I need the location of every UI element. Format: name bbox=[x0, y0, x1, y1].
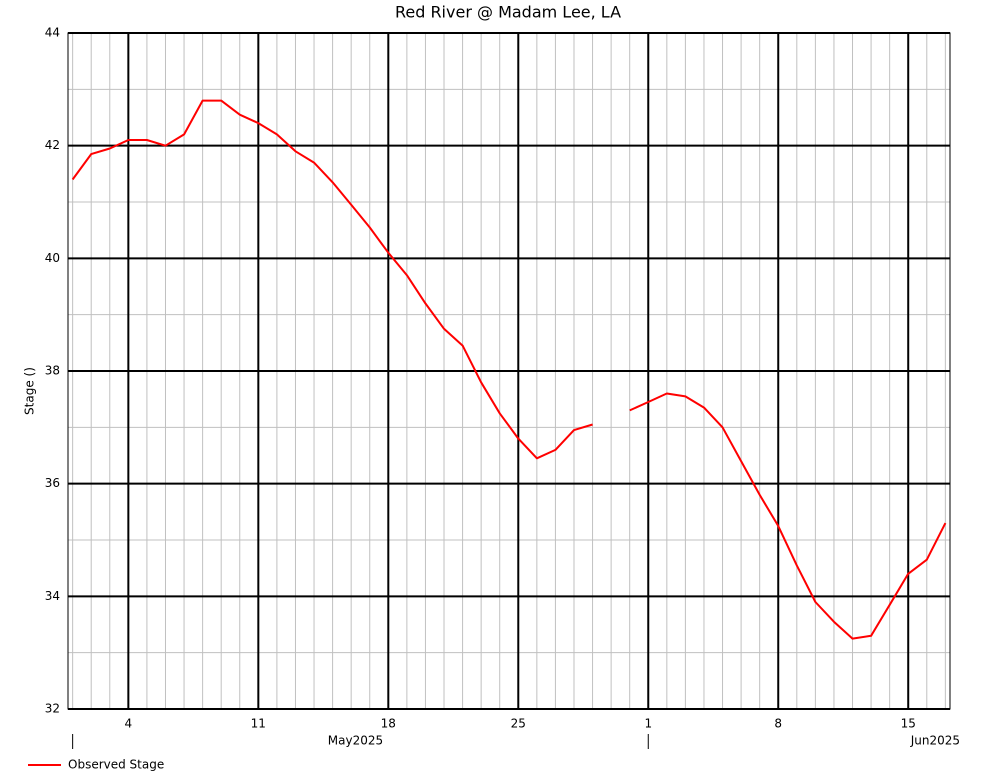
month-label: May2025 bbox=[328, 734, 383, 748]
x-tick-label: 11 bbox=[251, 717, 266, 731]
month-label: Jun2025 bbox=[910, 734, 960, 748]
y-tick-label: 32 bbox=[45, 702, 60, 716]
line-series bbox=[71, 99, 947, 640]
y-tick-label: 36 bbox=[45, 476, 60, 490]
y-tick-label: 38 bbox=[45, 364, 60, 378]
y-tick-label: 42 bbox=[45, 138, 60, 152]
y-tick-label: 40 bbox=[45, 251, 60, 265]
x-tick-label: 18 bbox=[381, 717, 396, 731]
legend-label: Observed Stage bbox=[68, 758, 164, 772]
y-tick-label: 44 bbox=[45, 26, 60, 40]
y-tick-label: 34 bbox=[45, 589, 60, 603]
y-axis-label: Stage () bbox=[23, 367, 37, 415]
x-tick-label: 15 bbox=[901, 717, 916, 731]
x-tick-label: 8 bbox=[774, 717, 782, 731]
plot-frame bbox=[67, 32, 951, 710]
x-tick-label: 1 bbox=[644, 717, 652, 731]
x-tick-label: 4 bbox=[125, 717, 133, 731]
x-tick-label: 25 bbox=[511, 717, 526, 731]
chart-title: Red River @ Madam Lee, LA bbox=[395, 3, 621, 22]
